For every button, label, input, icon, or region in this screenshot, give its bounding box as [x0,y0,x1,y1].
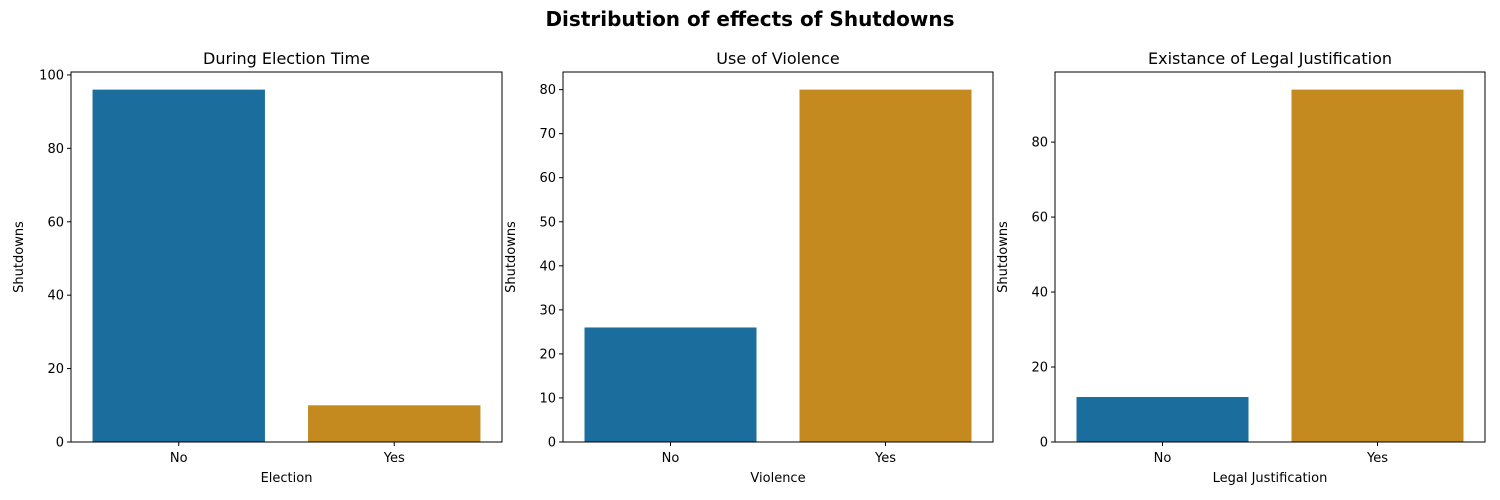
y-tick-label: 60 [1031,211,1048,226]
y-tick-label: 80 [539,83,556,98]
bar-no [1076,397,1249,442]
y-tick-label: 30 [539,303,556,318]
y-tick-label: 50 [539,215,556,230]
plot-frame [562,71,994,443]
y-tick-label: 80 [1031,136,1048,151]
panel-title: Use of Violence [716,49,839,68]
y-tick-label: 0 [548,436,556,451]
bar-yes [799,89,972,442]
bar-no [92,89,265,442]
plot-frame [1054,71,1486,443]
x-axis-label: Violence [750,471,805,486]
y-tick-label: 20 [1031,361,1048,376]
panel-title: During Election Time [203,49,370,68]
y-axis-label: Shutdowns [504,221,519,293]
x-tick-label: Yes [1366,451,1388,466]
chart-panel-2: 0 10 20 30 40 50 60 70 80 No Yes Use of Violence Vio… [504,49,994,486]
y-axis-label: Shutdowns [996,221,1011,293]
x-axis-label: Election [261,471,313,486]
y-axis-label: Shutdowns [12,221,27,293]
panel-title: Existance of Legal Justification [1148,49,1392,68]
x-axis-label: Legal Justification [1213,471,1328,486]
y-tick-label: 20 [47,362,64,377]
y-tick-label: 60 [47,215,64,230]
x-tick-label: No [1154,451,1172,466]
y-tick-label: 40 [1031,286,1048,301]
x-tick-label: Yes [383,451,405,466]
y-tick-label: 40 [47,289,64,304]
bar-yes [308,405,481,442]
y-tick-label: 20 [539,347,556,362]
plot-frame [70,71,503,443]
y-tick-label: 10 [539,391,556,406]
y-tick-label: 80 [47,142,64,157]
y-tick-label: 0 [1040,436,1048,451]
bar-yes [1291,89,1464,442]
bar-no [584,327,757,442]
y-tick-label: 70 [539,127,556,142]
y-tick-label: 0 [56,436,64,451]
x-tick-label: No [662,451,680,466]
y-tick-label: 100 [39,68,64,83]
x-tick-label: No [170,451,188,466]
chart-panel-1: 0 20 40 60 80 100 No Yes During Election Time Ele… [12,49,503,486]
y-tick-label: 40 [539,259,556,274]
chart-panel-3: 0 20 40 60 80 No Yes Existance of Legal Justifi… [996,49,1486,486]
figure-suptitle: Distribution of effects of Shutdowns [545,7,954,31]
y-tick-label: 60 [539,171,556,186]
x-tick-label: Yes [874,451,896,466]
